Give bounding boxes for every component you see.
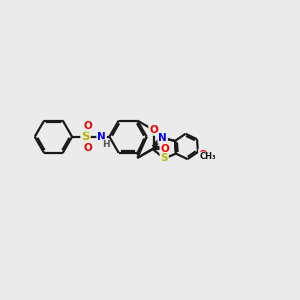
Text: O: O [149,125,158,135]
Text: O: O [199,149,208,160]
Text: O: O [83,142,92,153]
Text: O: O [160,144,169,154]
Text: S: S [160,154,168,164]
Text: S: S [81,130,90,143]
Text: N: N [97,132,106,142]
Text: CH₃: CH₃ [200,152,216,161]
Text: N: N [158,133,167,143]
Text: O: O [83,121,92,131]
Text: H: H [102,140,109,148]
